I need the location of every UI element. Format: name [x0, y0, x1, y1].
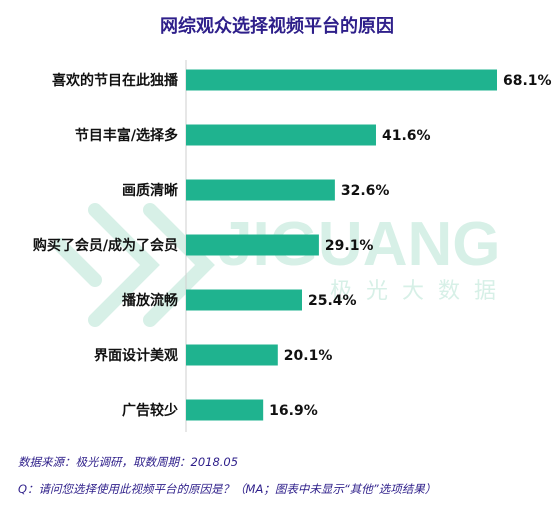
bar-3 [186, 234, 319, 256]
value-label-0: 68.1% [503, 73, 552, 89]
bar-1 [186, 124, 376, 146]
category-label-4: 播放流畅 [122, 292, 178, 309]
value-label-6: 16.9% [269, 403, 318, 419]
survey-question-note: Q：请问您选择使用此视频平台的原因是？（MA；图表中未显示“其他”选项结果） [18, 482, 437, 496]
category-label-5: 界面设计美观 [94, 347, 178, 364]
chart-title: 网综观众选择视频平台的原因 [160, 16, 394, 37]
category-label-1: 节目丰富/选择多 [75, 127, 178, 144]
bar-2 [186, 179, 335, 201]
value-label-1: 41.6% [382, 128, 431, 144]
bar-5 [186, 344, 278, 366]
value-label-5: 20.1% [284, 348, 333, 364]
category-label-6: 广告较少 [122, 402, 178, 419]
category-label-3: 购买了会员/成为了会员 [33, 237, 178, 254]
data-source-note: 数据来源：极光调研，取数周期：2018.05 [18, 455, 239, 469]
watermark-logo [53, 203, 215, 327]
value-label-3: 29.1% [325, 238, 374, 254]
category-label-2: 画质清晰 [122, 182, 178, 199]
category-label-0: 喜欢的节目在此独播 [52, 72, 179, 89]
watermark-subtext: 极光大数据 [330, 279, 510, 304]
bar-0 [186, 69, 497, 91]
bar-4 [186, 289, 302, 311]
value-label-4: 25.4% [308, 293, 357, 309]
bar-chart: JIGUANG 极光大数据 喜欢的节目在此独播 68.1%节目丰富/选择多 41.6… [33, 60, 552, 432]
value-label-2: 32.6% [341, 183, 390, 199]
bar-6 [186, 399, 264, 421]
